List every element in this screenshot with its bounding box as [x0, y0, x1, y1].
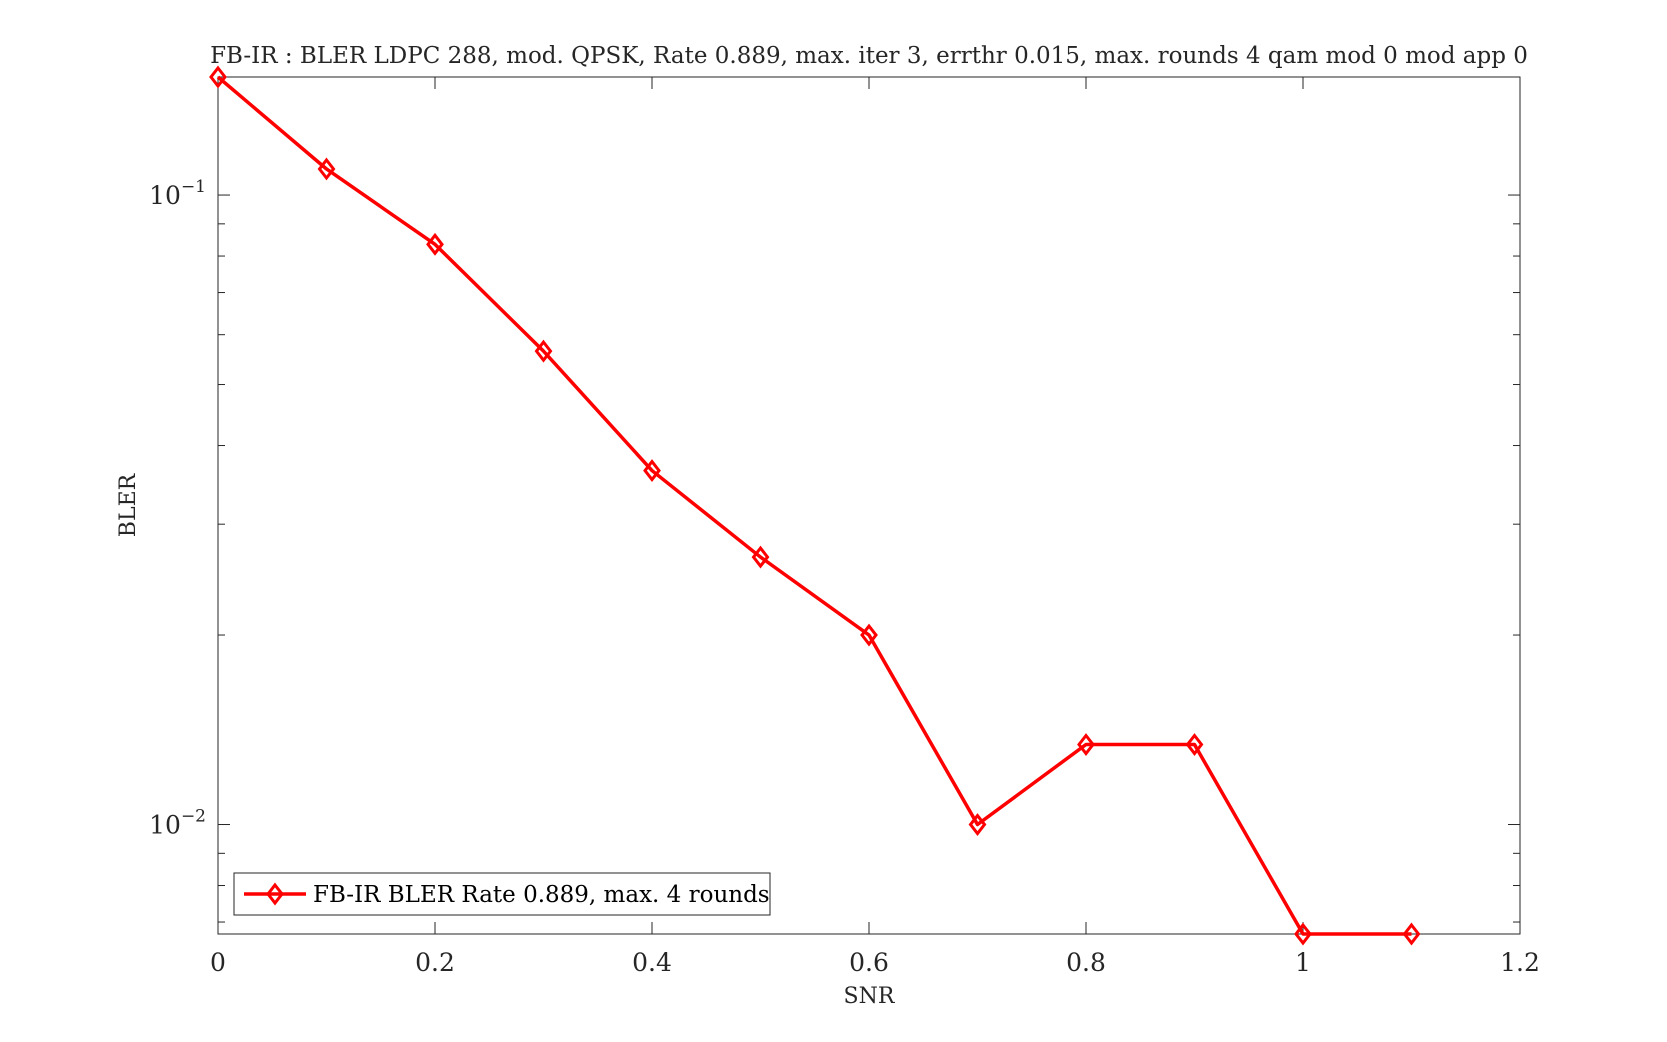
data-point-diamond — [426, 232, 444, 256]
series-group — [209, 65, 1421, 946]
data-point-diamond — [1077, 733, 1095, 756]
data-point-diamond — [317, 157, 336, 181]
data-point-diamond — [751, 545, 770, 569]
x-tick-label: 0 — [210, 948, 226, 977]
x-tick-label: 0.2 — [415, 948, 455, 977]
x-tick-label: 1 — [1295, 948, 1311, 977]
x-tick-label: 0.6 — [849, 948, 889, 977]
y-tick-label: 10−2 — [149, 807, 206, 840]
data-point-diamond — [643, 459, 661, 483]
y-tick-label: 10−1 — [149, 177, 206, 210]
y-axis-label: BLER — [116, 472, 141, 537]
data-point-diamond — [534, 339, 553, 363]
series-line — [216, 75, 1412, 936]
x-tick-label: 0.8 — [1066, 948, 1106, 977]
data-point-diamond — [1294, 922, 1312, 946]
axis-ticks: 0 0.2 0.4 0.6 0.8 1 1.2 10−1 10−2 — [149, 77, 1540, 977]
x-axis-label: SNR — [844, 984, 896, 1009]
data-point-diamond — [860, 623, 878, 647]
chart-title: FB-IR : BLER LDPC 288, mod. QPSK, Rate 0… — [210, 43, 1528, 69]
legend: FB-IR BLER Rate 0.889, max. 4 rounds — [233, 872, 771, 916]
data-point-diamond — [1402, 922, 1421, 946]
legend-diamond-marker — [266, 882, 284, 906]
legend-box — [233, 872, 771, 916]
data-point-diamond — [1185, 733, 1204, 756]
legend-entry: FB-IR BLER Rate 0.889, max. 4 rounds — [313, 882, 770, 908]
data-point-diamond — [968, 813, 987, 836]
x-tick-label: 0.4 — [632, 948, 672, 977]
x-tick-label: 1.2 — [1500, 948, 1540, 977]
data-point-diamond — [209, 65, 227, 89]
plot-area — [217, 76, 1521, 935]
